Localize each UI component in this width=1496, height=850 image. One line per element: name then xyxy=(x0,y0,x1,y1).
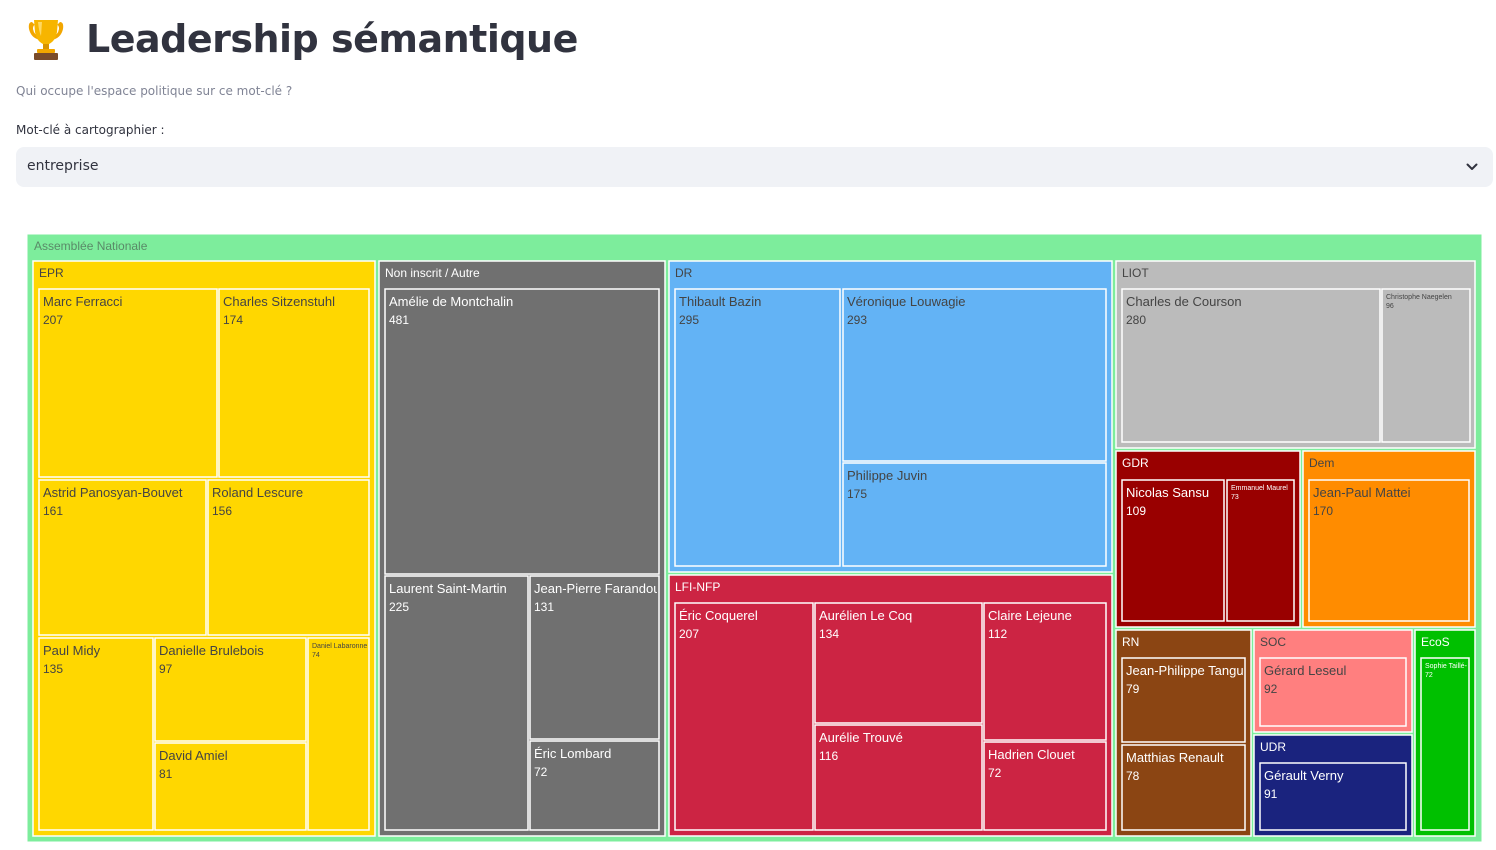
leaf-aurelie-trouve[interactable] xyxy=(814,724,983,831)
leaf-matthias-renault[interactable] xyxy=(1121,744,1246,831)
keyword-select-label: Mot-clé à cartographier : xyxy=(16,123,165,137)
page-title: Leadership sémantique xyxy=(86,17,578,61)
leaf-emmanuel-maurel[interactable] xyxy=(1226,479,1295,622)
leaf-jean-philippe-tanguy[interactable] xyxy=(1121,657,1246,743)
leaf-charles-sitzenstuhl[interactable] xyxy=(218,288,370,478)
leaf-sophie-taille-polian[interactable] xyxy=(1420,657,1470,831)
leaf-laurent-saint-martin[interactable] xyxy=(384,575,529,831)
leaf-charles-de-courson[interactable] xyxy=(1121,288,1381,443)
leaf-nicolas-sansu[interactable] xyxy=(1121,479,1225,622)
leaf-marc-ferracci[interactable] xyxy=(38,288,218,478)
leaf-gerault-verny[interactable] xyxy=(1259,762,1407,831)
leaf-astrid-panosyan-bouvet[interactable] xyxy=(38,479,207,636)
leaf-thibault-bazin[interactable] xyxy=(674,288,841,567)
trophy-icon xyxy=(28,20,64,60)
leaf-jean-paul-mattei[interactable] xyxy=(1308,479,1470,622)
leaf-david-amiel[interactable] xyxy=(154,742,307,831)
keyword-select[interactable]: entreprise xyxy=(16,147,1493,187)
leaf-veronique-louwagie[interactable] xyxy=(842,288,1107,462)
leaf-paul-midy[interactable] xyxy=(38,637,154,831)
leaf-aurelien-le-coq[interactable] xyxy=(814,602,983,724)
leaf-daniel-labaronne[interactable] xyxy=(307,637,370,831)
leaf-jean-pierre-farandou[interactable] xyxy=(529,575,660,740)
leaf-philippe-juvin[interactable] xyxy=(842,462,1107,567)
leaf-amelie-de-montchalin[interactable] xyxy=(384,288,660,575)
page-subtitle: Qui occupe l'espace politique sur ce mot… xyxy=(16,84,293,98)
leaf-danielle-brulebois[interactable] xyxy=(154,637,307,742)
leaf-roland-lescure[interactable] xyxy=(207,479,370,636)
leaf-gerard-leseul[interactable] xyxy=(1259,657,1407,727)
leaf-eric-lombard[interactable] xyxy=(529,740,660,831)
leaf-christophe-naegelen[interactable] xyxy=(1381,288,1471,443)
chevron-down-icon xyxy=(1466,163,1478,170)
page-header: Leadership sémantique xyxy=(16,10,1476,70)
leaf-claire-lejeune[interactable] xyxy=(983,602,1107,741)
leaf-eric-coquerel[interactable] xyxy=(674,602,814,831)
keyword-select-value: entreprise xyxy=(27,158,99,174)
leaf-hadrien-clouet[interactable] xyxy=(983,741,1107,831)
